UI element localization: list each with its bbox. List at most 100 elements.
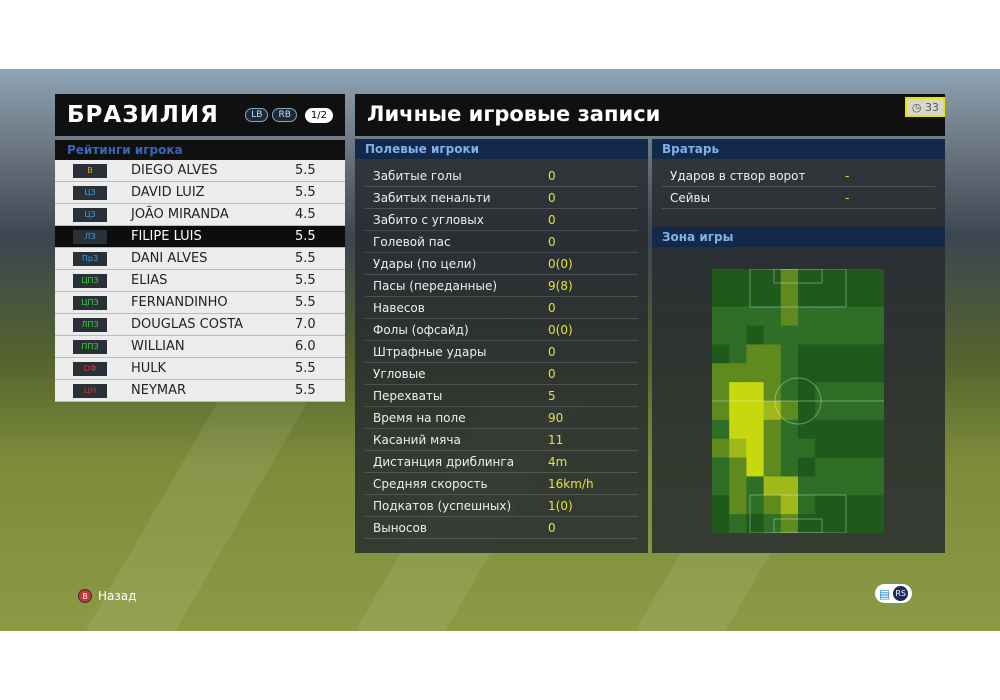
stat-value: 16km/h [548,476,594,491]
player-rating: 5.5 [295,185,316,200]
heatmap-cell [729,382,747,402]
player-name: JOÃO MIRANDA [131,207,229,222]
chat-icon: ▤ [879,586,891,601]
pitch-line [774,377,822,425]
heatmap-cell [798,325,816,345]
heatmap-cell [849,325,868,345]
player-rating: 5.5 [295,383,316,398]
game-screen: БРАЗИЛИЯ LB RB 1/2 Рейтинги игрока В DIE… [0,69,1000,631]
heatmap-cell [712,287,730,308]
heatmap-cell [815,382,833,402]
heatmap-cell [866,382,884,402]
heatmap-cell [746,514,765,533]
heatmap-cell [798,306,816,327]
player-name: DAVID LUIZ [131,185,205,200]
page-indicator: 1/2 [304,107,333,123]
player-row[interactable]: В DIEGO ALVES 5.5 [55,160,345,182]
heatmap-cell [763,287,782,308]
rb-button[interactable]: RB [272,108,297,122]
player-rating: 5.5 [295,295,316,310]
heatmap-cell [729,419,747,440]
pitch-line [773,518,823,533]
position-badge: ЦЗ [73,185,107,200]
heatmap-cell [712,457,730,477]
heatmap-cell [866,401,884,421]
player-name: WILLIAN [131,339,185,354]
player-rating: 4.5 [295,207,316,222]
heatmap-cell [849,495,868,515]
stat-label: Пасы (переданные) [373,278,498,293]
heatmap-cell [729,514,747,533]
player-rating: 5.5 [295,229,316,244]
heatmap-cell [832,269,851,289]
player-rating: 5.5 [295,163,316,178]
lb-button[interactable]: LB [245,108,269,122]
stat-row: Удары (по цели) 0(0) [365,253,638,275]
heatmap-cell [729,306,747,327]
heatmap-cell [866,306,884,327]
player-row[interactable]: ЦПЗ FERNANDINHO 5.5 [55,292,345,314]
back-button[interactable]: B Назад [78,589,136,603]
heatmap-cell [849,344,868,364]
stat-label: Фолы (офсайд) [373,322,469,337]
back-label: Назад [98,589,137,603]
player-row[interactable]: ЦПЗ ELIAS 5.5 [55,270,345,292]
heatmap-cell [780,269,799,289]
player-row[interactable]: ЛЗ FILIPE LUIS 5.5 [55,226,345,248]
heatmap-cell [763,382,782,402]
heatmap-cell [866,325,884,345]
heatmap-cell [780,306,799,327]
position-badge: ОФ [73,361,107,376]
heatmap-cell [763,344,782,364]
player-ratings-panel: БРАЗИЛИЯ LB RB 1/2 Рейтинги игрока В DIE… [55,94,345,402]
heatmap-cell [729,363,747,383]
heatmap-cell [832,401,851,421]
stat-row: Забитые голы 0 [365,165,638,187]
stat-label: Время на поле [373,410,466,425]
player-rating: 5.5 [295,273,316,288]
player-row[interactable]: ЦЗ DAVID LUIZ 5.5 [55,182,345,204]
heatmap-cell [815,419,833,440]
heatmap-cell [849,457,868,477]
heatmap-cell [712,269,730,289]
heatmap-cell [866,495,884,515]
heatmap-cell [815,306,833,327]
stat-value: 0 [548,234,556,249]
stat-value: 0(0) [548,322,573,337]
heatmap-cell [798,514,816,533]
heatmap-cell [815,287,833,308]
heatmap-cell [832,382,851,402]
player-row[interactable]: ОФ HULK 5.5 [55,358,345,380]
player-row[interactable]: ЦЗ JOÃO MIRANDA 4.5 [55,204,345,226]
stat-row: Время на поле 90 [365,407,638,429]
heatmap-cell [746,495,765,515]
stat-label: Дистанция дриблинга [373,454,515,469]
heatmap-cell [780,495,799,515]
stat-label: Касаний мяча [373,432,461,447]
stat-label: Забитые голы [373,168,462,183]
heatmap-cell [729,401,747,421]
heatmap-cell [832,306,851,327]
heatmap-cell [780,382,799,402]
player-row[interactable]: ЦН NEYMAR 5.5 [55,380,345,402]
heatmap-cell [832,287,851,308]
heatmap-cell [866,514,884,533]
heatmap [712,269,884,533]
stat-label: Забитых пенальти [373,190,491,205]
heatmap-cell [815,495,833,515]
rs-button[interactable]: ▤ RS [875,584,912,603]
player-name: DANI ALVES [131,251,208,266]
player-row[interactable]: ППЗ WILLIAN 6.0 [55,336,345,358]
stat-value: 0 [548,366,556,381]
heatmap-cell [798,401,816,421]
heatmap-cell [746,401,765,421]
player-row[interactable]: ПрЗ DANI ALVES 5.5 [55,248,345,270]
player-row[interactable]: ЛПЗ DOUGLAS COSTA 7.0 [55,314,345,336]
stat-label: Голевой пас [373,234,451,249]
player-name: HULK [131,361,167,376]
heatmap-cell [832,514,851,533]
stat-row: Штрафные удары 0 [365,341,638,363]
heatmap-cell [849,401,868,421]
position-badge: ЦПЗ [73,273,107,288]
heatmap-cell [729,457,747,477]
